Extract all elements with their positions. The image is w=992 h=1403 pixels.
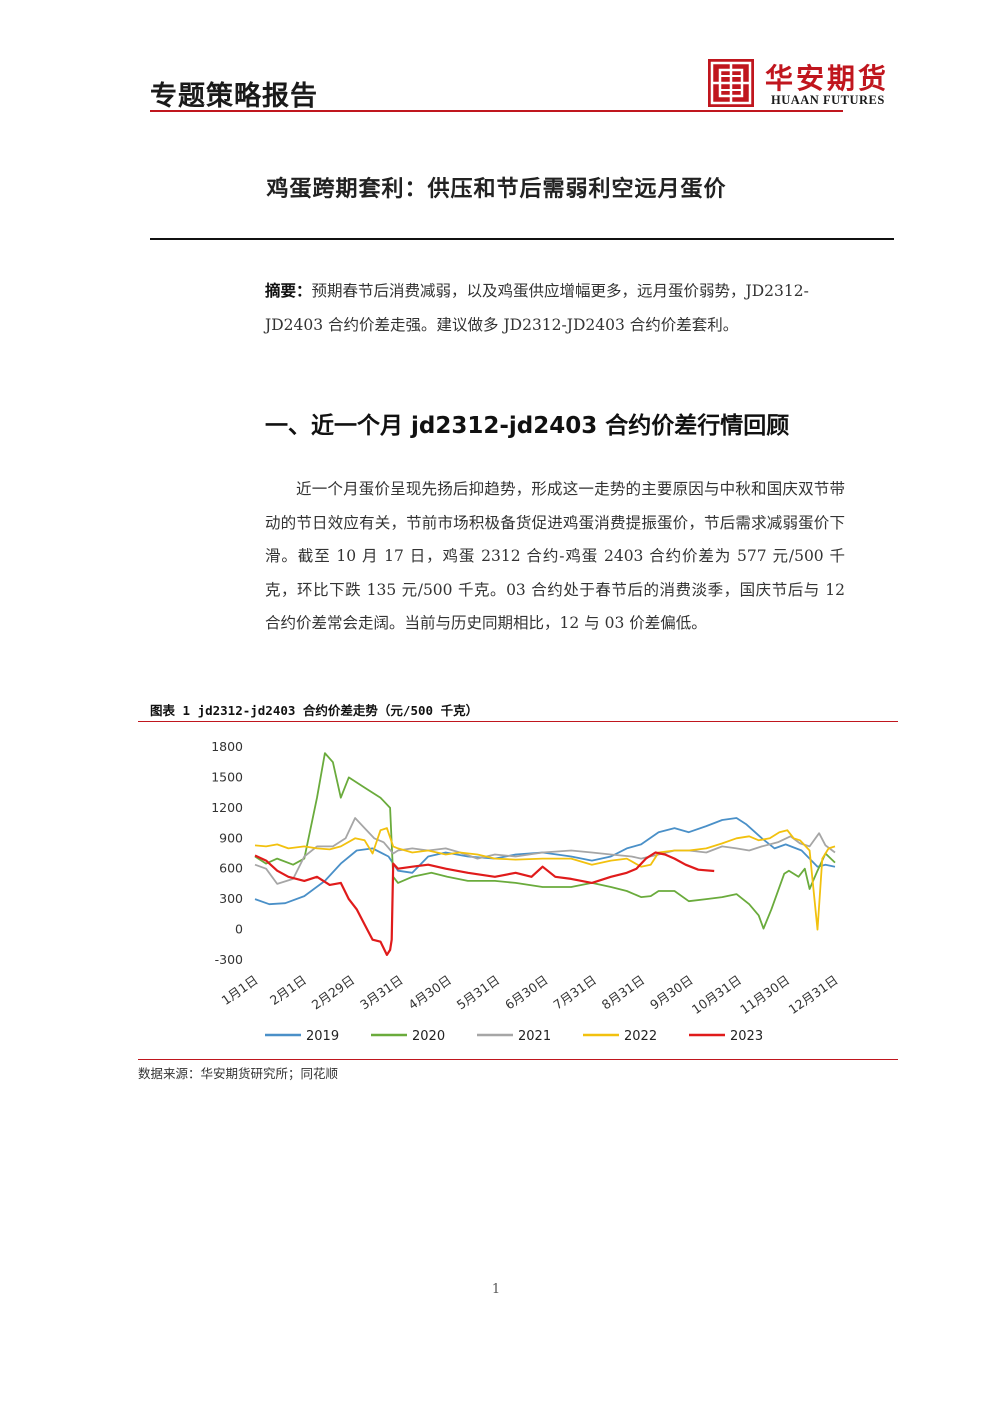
y-axis: 1800 1500 1200 900 600 300 0 -300: [211, 739, 243, 967]
y-tick-label: -300: [215, 952, 243, 967]
x-tick-label: 2月1日: [267, 972, 309, 1008]
figure-caption: 图表 1 jd2312-jd2403 合约价差走势（元/500 千克）: [150, 703, 479, 718]
y-tick-label: 1500: [211, 769, 243, 784]
y-tick-label: 1800: [211, 739, 243, 754]
title-rule: [150, 238, 894, 240]
y-tick-label: 900: [219, 830, 243, 845]
logo-english-name: HUAAN FUTURES: [771, 93, 885, 107]
legend-label-2019: 2019: [306, 1029, 339, 1044]
x-tick-label: 10月31日: [689, 972, 744, 1017]
body-paragraph: 近一个月蛋价呈现先扬后抑趋势，形成这一走势的主要原因与中秋和国庆双节带动的节日效…: [265, 480, 845, 632]
y-tick-label: 0: [235, 922, 243, 937]
series-line-2020: [254, 752, 836, 930]
x-axis: 1月1日 2月1日 2月29日 3月31日 4月30日 5月31日 6月30日 7月31日 8月…: [219, 972, 841, 1017]
y-tick-label: 300: [219, 891, 243, 906]
x-tick-label: 9月30日: [647, 972, 696, 1012]
x-tick-label: 11月30日: [737, 972, 792, 1017]
x-tick-label: 4月30日: [405, 972, 454, 1012]
chart-legend: 2019 2020 2021 2022 2023: [265, 1029, 763, 1044]
logo-chinese-name: 华安期货: [765, 62, 890, 95]
page-number: 1: [491, 1282, 501, 1297]
summary: 摘要：预期春节后消费减弱，以及鸡蛋供应增幅更多，远月蛋价弱势，JD2312-JD…: [265, 274, 845, 342]
y-tick-label: 600: [219, 861, 243, 876]
section-title: 一、近一个月 jd2312-jd2403 合约价差行情回顾: [265, 413, 790, 439]
legend-label-2020: 2020: [412, 1029, 445, 1044]
x-tick-label: 1月1日: [219, 972, 261, 1008]
header-title: 专题策略报告: [150, 81, 318, 112]
x-tick-label: 5月31日: [454, 972, 503, 1012]
document-title: 鸡蛋跨期套利：供压和节后需弱利空远月蛋价: [266, 177, 727, 202]
series-line-2022: [254, 827, 836, 931]
spread-chart: 1800 1500 1200 900 600 300 0 -300 1月1日 2月1日 2月29日…: [211, 739, 841, 1044]
figure-rule-bottom: [138, 1059, 898, 1060]
legend-label-2023: 2023: [730, 1029, 763, 1044]
x-tick-label: 3月31日: [357, 972, 406, 1012]
x-tick-label: 12月31日: [786, 972, 841, 1017]
y-tick-label: 1200: [211, 800, 243, 815]
data-source: 数据来源：华安期货研究所；同花顺: [138, 1066, 339, 1081]
legend-label-2021: 2021: [518, 1029, 551, 1044]
figure-rule-top: [138, 721, 898, 722]
series-lines: [254, 752, 836, 956]
series-line-2019: [254, 817, 836, 906]
logo-seal-icon: [708, 59, 754, 107]
company-logo: [707, 58, 897, 110]
summary-label: 摘要：: [265, 281, 312, 300]
x-tick-label: 7月31日: [550, 972, 599, 1012]
series-line-2023: [254, 851, 715, 956]
x-tick-label: 8月31日: [599, 972, 648, 1012]
legend-label-2022: 2022: [624, 1029, 657, 1044]
series-line-2021: [254, 817, 836, 885]
x-tick-label: 6月30日: [502, 972, 551, 1012]
x-tick-label: 2月29日: [309, 972, 358, 1012]
header-rule: [150, 110, 843, 112]
summary-text: 预期春节后消费减弱，以及鸡蛋供应增幅更多，远月蛋价弱势，JD2312-JD240…: [265, 282, 809, 334]
